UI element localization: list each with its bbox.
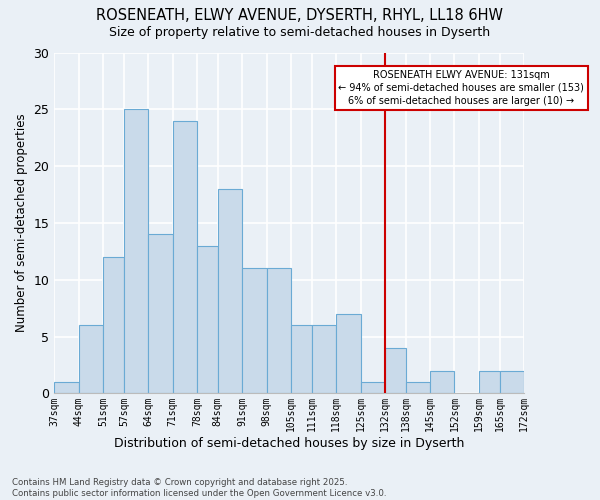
Bar: [124, 110, 148, 394]
Bar: [148, 234, 173, 394]
Bar: [103, 257, 124, 394]
Bar: [385, 348, 406, 394]
Bar: [336, 314, 361, 394]
Bar: [54, 382, 79, 394]
Text: Contains HM Land Registry data © Crown copyright and database right 2025.
Contai: Contains HM Land Registry data © Crown c…: [12, 478, 386, 498]
Text: ROSENEATH, ELWY AVENUE, DYSERTH, RHYL, LL18 6HW: ROSENEATH, ELWY AVENUE, DYSERTH, RHYL, L…: [97, 8, 503, 22]
X-axis label: Distribution of semi-detached houses by size in Dyserth: Distribution of semi-detached houses by …: [114, 437, 464, 450]
Y-axis label: Number of semi-detached properties: Number of semi-detached properties: [15, 114, 28, 332]
Bar: [218, 189, 242, 394]
Bar: [266, 268, 291, 394]
Bar: [242, 268, 266, 394]
Text: Size of property relative to semi-detached houses in Dyserth: Size of property relative to semi-detach…: [109, 26, 491, 39]
Bar: [312, 325, 336, 394]
Bar: [479, 370, 500, 394]
Bar: [406, 382, 430, 394]
Bar: [500, 370, 524, 394]
Bar: [79, 325, 103, 394]
Bar: [361, 382, 385, 394]
Bar: [173, 120, 197, 394]
Text: ROSENEATH ELWY AVENUE: 131sqm
← 94% of semi-detached houses are smaller (153)
6%: ROSENEATH ELWY AVENUE: 131sqm ← 94% of s…: [338, 70, 584, 106]
Bar: [197, 246, 218, 394]
Bar: [291, 325, 312, 394]
Bar: [430, 370, 454, 394]
